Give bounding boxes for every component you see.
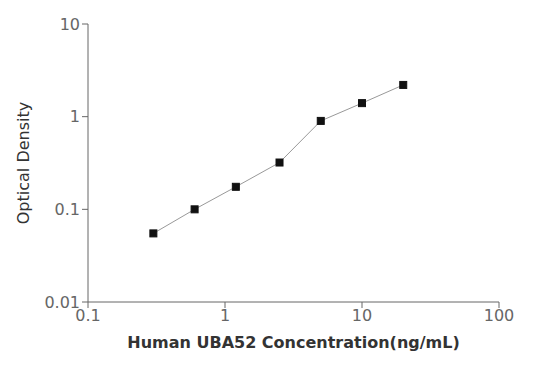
svg-text:0.1: 0.1 <box>75 306 101 326</box>
svg-text:0.1: 0.1 <box>55 200 80 219</box>
svg-text:Human UBA52 Concentration(ng/m: Human UBA52 Concentration(ng/mL) <box>127 333 460 352</box>
svg-text:100: 100 <box>484 306 515 325</box>
svg-text:Optical Density: Optical Density <box>14 102 33 224</box>
svg-text:1: 1 <box>70 107 80 126</box>
svg-text:10: 10 <box>352 306 372 325</box>
svg-text:1: 1 <box>220 306 230 325</box>
svg-text:10: 10 <box>60 15 80 34</box>
svg-text:0.01: 0.01 <box>44 293 80 312</box>
